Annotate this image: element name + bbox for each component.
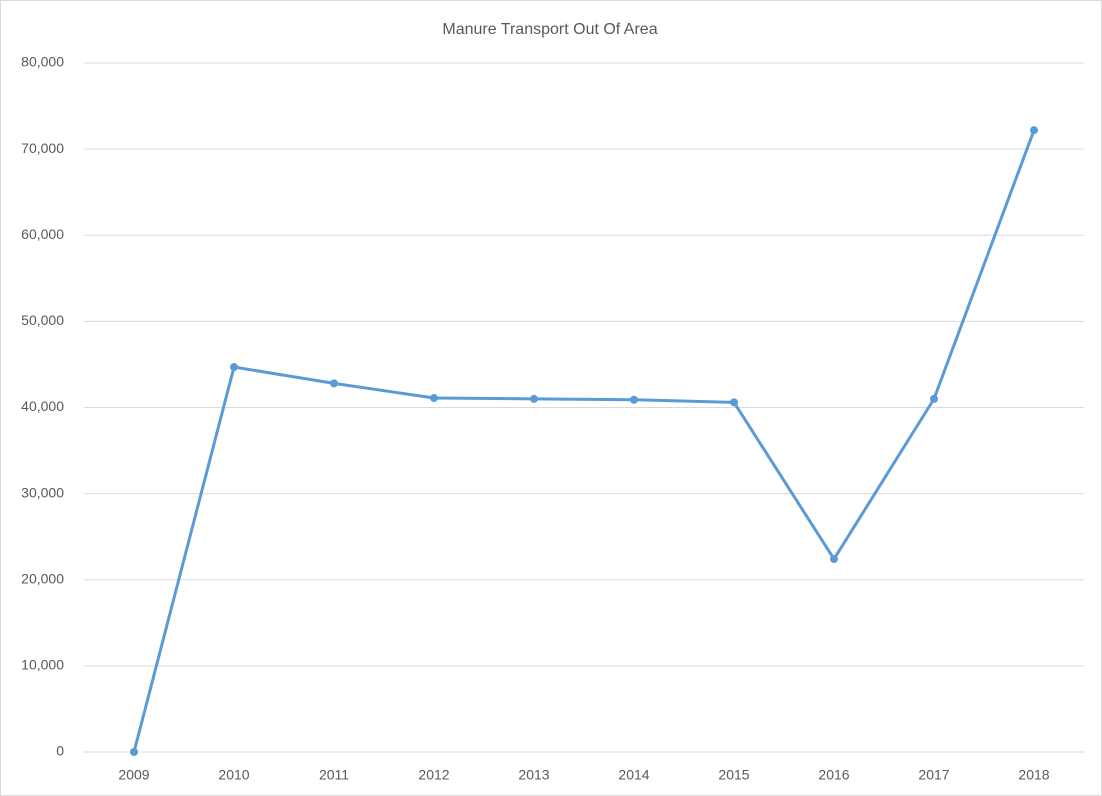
marker — [330, 379, 338, 388]
y-tick-label: 30,000 — [21, 484, 64, 500]
x-tick-label: 2010 — [218, 767, 249, 783]
y-tick-label: 20,000 — [21, 570, 64, 586]
x-tick-label: 2009 — [118, 767, 149, 783]
marker — [930, 394, 938, 403]
line — [132, 129, 1036, 753]
y-tick-label: 10,000 — [21, 657, 64, 673]
y-tick-label: 80,000 — [21, 54, 64, 70]
y-tick-label: 60,000 — [21, 226, 64, 242]
marker — [1030, 126, 1038, 135]
marker — [430, 394, 438, 403]
x-tick-label: 2011 — [319, 767, 349, 783]
marker — [130, 748, 138, 756]
y-tick-label: 70,000 — [21, 140, 64, 156]
y-tick-label: 0 — [56, 743, 64, 759]
x-tick-label: 2015 — [718, 767, 749, 783]
y-tick-label: 40,000 — [21, 398, 64, 414]
x-tick-label: 2017 — [918, 767, 949, 783]
marker — [730, 398, 738, 407]
marker — [530, 394, 538, 403]
marker — [830, 555, 838, 564]
x-tick-label: 2012 — [418, 767, 449, 783]
marker — [230, 363, 238, 372]
x-tick-label: 2016 — [818, 767, 849, 783]
x-tick-label: 2018 — [1018, 767, 1049, 783]
marker — [630, 395, 638, 404]
x-tick-label: 2013 — [518, 767, 549, 783]
x-tick-label: 2014 — [618, 767, 649, 783]
chart-title: Manure Transport Out Of Area — [442, 21, 657, 38]
y-tick-label: 50,000 — [21, 312, 64, 328]
